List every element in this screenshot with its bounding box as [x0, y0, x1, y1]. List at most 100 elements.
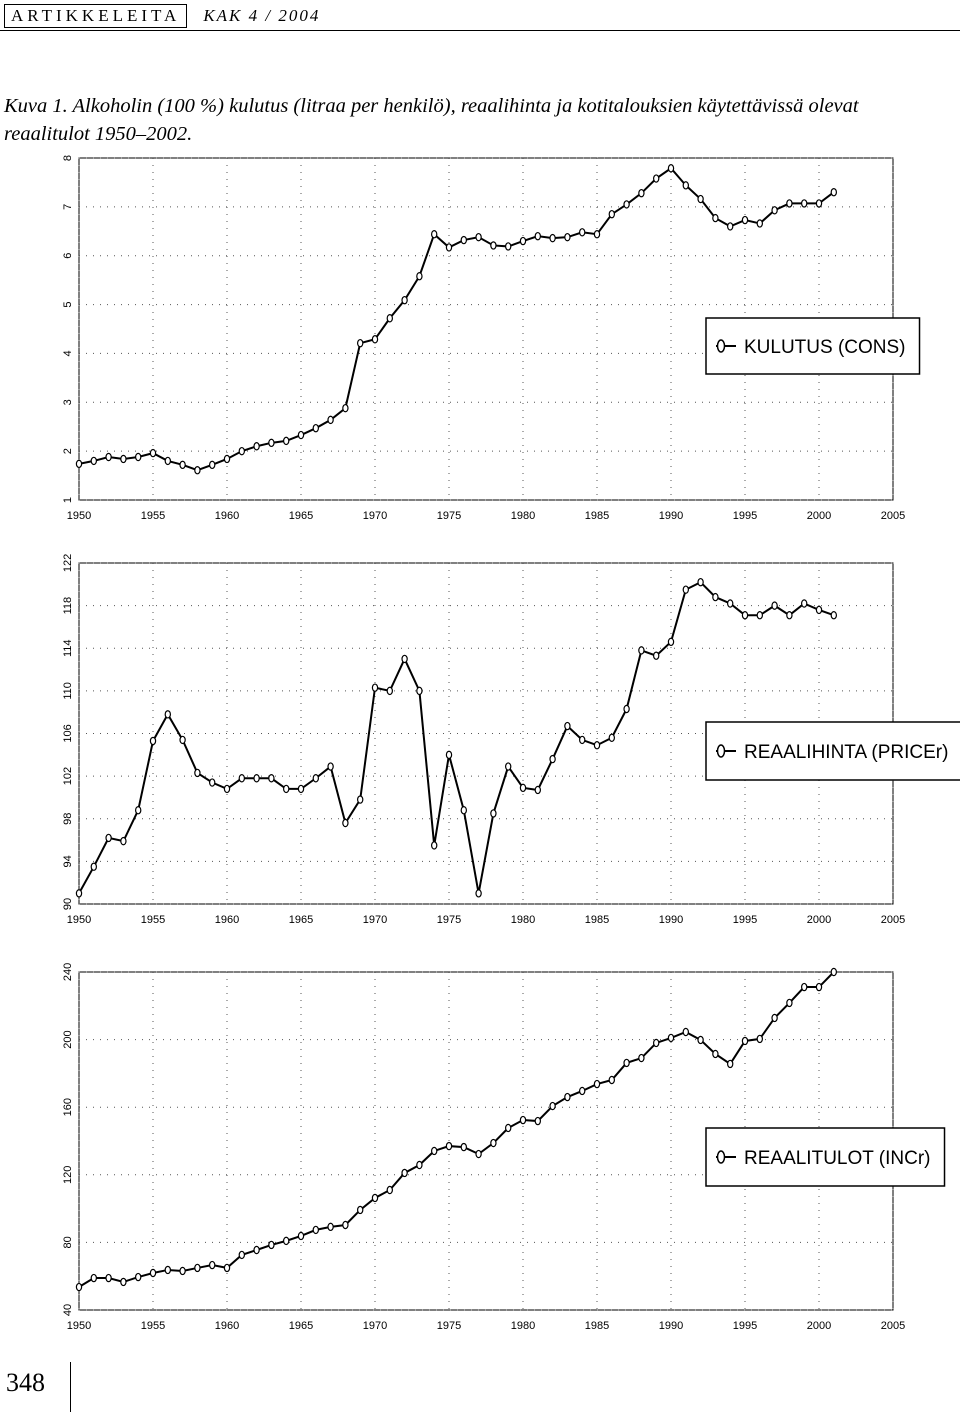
data-point	[179, 1266, 186, 1276]
x-tick-label: 1965	[289, 914, 313, 926]
data-point	[549, 233, 556, 243]
x-tick-label: 1970	[363, 914, 387, 926]
data-point	[815, 982, 823, 992]
y-tick-label: 102	[62, 767, 74, 785]
x-tick-label: 1960	[215, 914, 239, 926]
data-point	[357, 795, 364, 804]
x-tick-label: 2000	[807, 914, 831, 926]
data-point	[771, 1013, 778, 1023]
data-point	[386, 314, 393, 323]
data-point	[297, 430, 305, 440]
y-tick-label: 94	[62, 855, 74, 867]
data-point	[371, 683, 379, 692]
data-point	[786, 199, 793, 208]
y-tick-label: 200	[62, 1030, 74, 1048]
x-tick-label: 2005	[881, 914, 905, 926]
data-point	[475, 232, 482, 242]
data-point	[164, 710, 171, 719]
data-line	[78, 166, 835, 472]
data-point	[208, 1260, 216, 1270]
data-point	[75, 889, 83, 898]
y-tick-label: 110	[62, 682, 74, 700]
data-point	[727, 599, 734, 608]
data-point	[727, 1059, 734, 1069]
x-tick-label: 1975	[437, 510, 461, 522]
data-point	[460, 1142, 467, 1152]
x-tick-label: 1975	[437, 1320, 461, 1332]
data-point	[327, 762, 334, 771]
x-tick-label: 1980	[511, 510, 535, 522]
data-point	[727, 222, 734, 231]
data-point	[593, 1079, 601, 1089]
data-point	[623, 704, 630, 714]
y-tick-label: 118	[62, 597, 74, 615]
issue-label: KAK 4 / 2004	[203, 6, 321, 25]
data-point	[268, 438, 275, 448]
data-point	[431, 1146, 438, 1156]
data-point	[623, 200, 630, 209]
x-tick-label: 1960	[215, 510, 239, 522]
data-point	[756, 611, 764, 620]
y-tick-label: 90	[62, 898, 74, 910]
data-point	[623, 1058, 630, 1068]
data-point	[682, 181, 690, 190]
data-point	[416, 686, 423, 696]
x-tick-label: 1965	[289, 1320, 313, 1332]
data-point	[342, 1220, 349, 1230]
data-point	[134, 806, 142, 815]
data-point	[357, 338, 364, 348]
data-point	[490, 809, 497, 818]
data-point	[460, 235, 467, 245]
x-tick-label: 1955	[141, 914, 165, 926]
data-point	[564, 1092, 571, 1102]
data-point	[386, 1185, 393, 1195]
data-point	[445, 243, 453, 252]
data-point	[371, 1193, 379, 1203]
legend-box	[705, 721, 960, 781]
caption: Kuva 1. Alkoholin (100 %) kulutus (litra…	[4, 95, 859, 145]
data-point	[105, 833, 112, 843]
data-point	[756, 219, 764, 228]
data-point	[505, 762, 512, 771]
y-tick-label: 3	[62, 399, 74, 405]
data-point	[194, 465, 201, 475]
data-point	[519, 1115, 527, 1125]
data-point	[401, 295, 408, 305]
data-point	[534, 785, 542, 795]
data-point	[386, 686, 393, 696]
data-point	[534, 231, 542, 241]
data-point	[505, 1123, 512, 1133]
data-point	[564, 721, 571, 731]
x-tick-label: 1970	[363, 1320, 387, 1332]
data-point	[312, 774, 319, 783]
y-tick-label: 106	[62, 724, 74, 742]
data-point	[357, 1205, 364, 1215]
x-tick-label: 1975	[437, 914, 461, 926]
data-point	[134, 452, 142, 462]
data-point	[312, 423, 319, 433]
x-tick-label: 1985	[585, 914, 609, 926]
y-tick-label: 80	[62, 1236, 74, 1248]
y-tick-label: 2	[62, 448, 74, 454]
x-tick-label: 1985	[585, 1320, 609, 1332]
data-point	[238, 774, 245, 783]
data-point	[253, 1245, 260, 1255]
legend: REAALIHINTA (PRICEr)	[705, 721, 960, 781]
data-point	[712, 213, 719, 223]
data-point	[741, 611, 749, 620]
y-tick-label: 98	[62, 813, 74, 825]
data-point	[549, 1101, 556, 1111]
legend-box	[705, 317, 921, 375]
data-point	[297, 784, 305, 794]
data-point	[786, 611, 793, 620]
data-point	[697, 194, 704, 204]
data-point	[401, 1168, 408, 1178]
x-tick-label: 1990	[659, 1320, 683, 1332]
x-tick-label: 1995	[733, 510, 757, 522]
y-tick-label: 5	[62, 302, 74, 308]
data-point	[342, 403, 349, 413]
data-point	[801, 199, 808, 208]
data-point	[223, 1263, 231, 1273]
x-tick-label: 1950	[67, 914, 91, 926]
data-point	[75, 459, 83, 469]
